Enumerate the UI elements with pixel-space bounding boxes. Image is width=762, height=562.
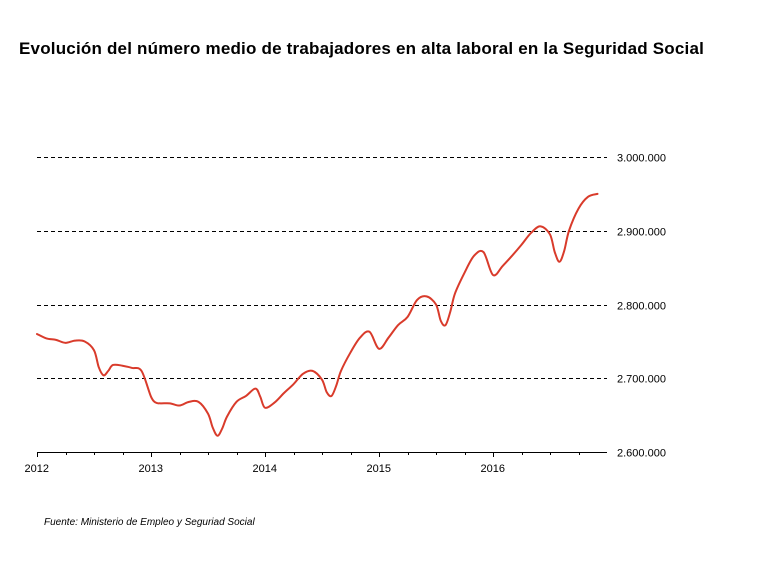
source-note: Fuente: Ministerio de Empleo y Seguriad …	[44, 517, 255, 528]
x-tick-label: 2013	[139, 463, 163, 475]
y-tick-labels: 2.600.000 2.700.000 2.800.000 2.900.000 3.00…	[617, 153, 666, 460]
y-tick-label: 2.600.000	[617, 448, 666, 460]
x-tick-labels: 2012 2013 2014 2015 2016	[25, 463, 505, 475]
x-tick-label: 2016	[481, 463, 505, 475]
y-tick-label: 2.800.000	[617, 301, 666, 313]
gridlines	[37, 157, 607, 379]
series-group	[36, 192, 599, 437]
y-tick-label: 2.700.000	[617, 374, 666, 386]
series-line	[36, 192, 599, 437]
x-tick-label: 2015	[367, 463, 391, 475]
x-axis	[37, 452, 607, 457]
y-tick-label: 2.900.000	[617, 227, 666, 239]
x-tick-label: 2014	[253, 463, 277, 475]
chart-title: Evolución del número medio de trabajador…	[19, 39, 705, 58]
y-tick-label: 3.000.000	[617, 153, 666, 165]
x-tick-label: 2012	[25, 463, 49, 475]
